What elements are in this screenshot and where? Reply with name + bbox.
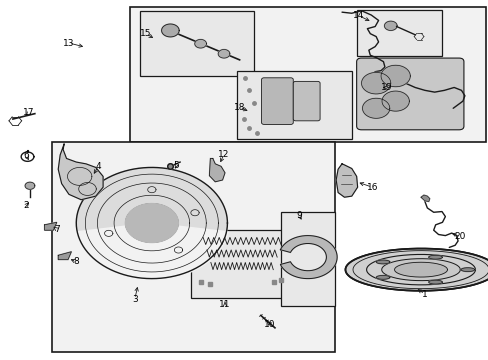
FancyBboxPatch shape (356, 58, 463, 130)
Bar (190, 230, 293, 298)
Polygon shape (384, 21, 396, 31)
Polygon shape (218, 49, 229, 58)
Polygon shape (361, 72, 390, 94)
Text: 2: 2 (23, 201, 29, 210)
Polygon shape (376, 275, 389, 279)
Polygon shape (376, 260, 389, 264)
FancyBboxPatch shape (293, 81, 320, 121)
Polygon shape (394, 262, 447, 277)
Polygon shape (25, 182, 35, 189)
Polygon shape (125, 203, 178, 243)
Polygon shape (420, 195, 429, 202)
Polygon shape (194, 40, 206, 48)
FancyBboxPatch shape (261, 78, 293, 125)
Polygon shape (335, 164, 357, 197)
Polygon shape (58, 252, 71, 260)
Text: 11: 11 (219, 300, 230, 309)
Text: 9: 9 (296, 211, 302, 220)
Bar (130, 7, 485, 142)
Text: 16: 16 (366, 183, 377, 192)
Text: 18: 18 (233, 103, 245, 112)
Polygon shape (381, 91, 408, 111)
Text: 8: 8 (73, 257, 79, 266)
Bar (237, 71, 351, 139)
Polygon shape (381, 259, 459, 281)
Polygon shape (380, 65, 409, 87)
Text: 12: 12 (218, 150, 229, 159)
Polygon shape (44, 222, 57, 230)
Text: 6: 6 (23, 151, 29, 160)
Polygon shape (76, 223, 227, 280)
Text: 3: 3 (132, 294, 138, 303)
Bar (281, 212, 334, 306)
Polygon shape (280, 235, 336, 279)
Polygon shape (460, 268, 474, 271)
Text: 13: 13 (63, 39, 75, 48)
Polygon shape (58, 144, 103, 200)
Bar (52, 142, 334, 352)
Text: 7: 7 (54, 225, 60, 234)
Text: 17: 17 (23, 108, 35, 117)
Text: 1: 1 (421, 289, 427, 298)
Polygon shape (362, 98, 389, 118)
Text: 4: 4 (95, 162, 101, 171)
Polygon shape (76, 167, 227, 279)
Polygon shape (428, 280, 441, 284)
Bar (140, 12, 254, 76)
Text: 10: 10 (264, 320, 275, 329)
Polygon shape (345, 248, 488, 291)
Text: 19: 19 (380, 83, 392, 92)
Text: 14: 14 (353, 11, 364, 20)
Text: 15: 15 (140, 29, 151, 38)
Bar (356, 10, 441, 56)
Polygon shape (209, 158, 224, 182)
Text: 5: 5 (173, 161, 179, 170)
Polygon shape (428, 255, 441, 259)
Text: 20: 20 (453, 232, 465, 241)
Polygon shape (161, 24, 179, 37)
